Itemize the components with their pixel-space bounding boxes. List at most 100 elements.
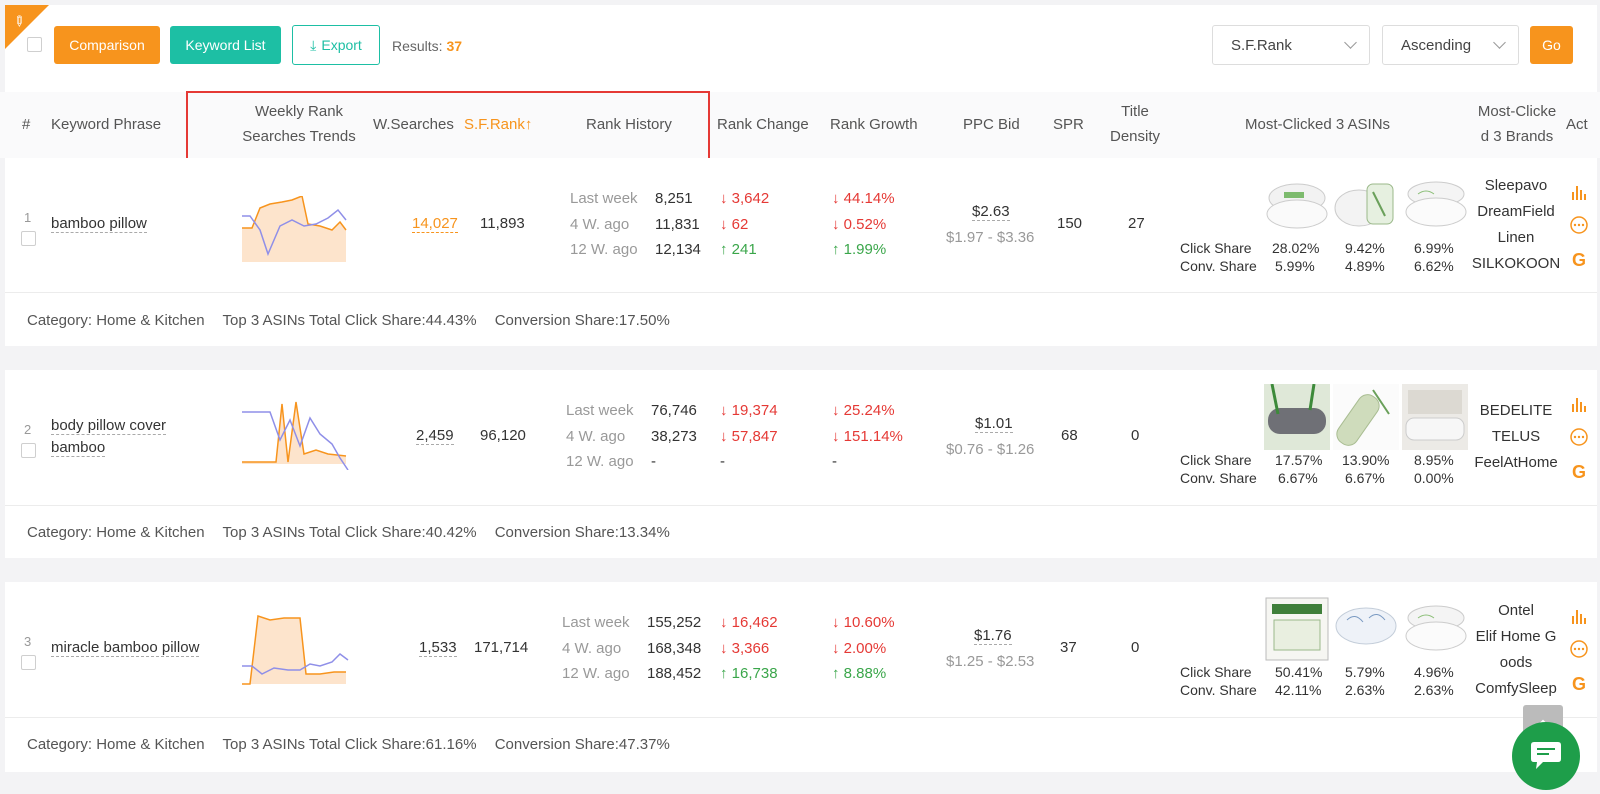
table-header xyxy=(0,92,1600,158)
category-text: Category: Home & Kitchen xyxy=(27,524,205,541)
brand-name[interactable]: oods xyxy=(1499,654,1533,671)
history-label: Last week xyxy=(566,402,634,419)
product-thumbnail[interactable] xyxy=(1402,384,1468,450)
header-title-density[interactable]: Title Density xyxy=(1105,99,1165,149)
google-icon[interactable]: G xyxy=(1571,249,1586,270)
category-text: Category: Home & Kitchen xyxy=(27,312,205,329)
brand-name[interactable]: Elif Home G xyxy=(1475,628,1557,645)
brand-name[interactable]: Sleepavo xyxy=(1484,177,1548,194)
brand-name[interactable]: TELUS xyxy=(1491,428,1541,445)
title-density: 27 xyxy=(1128,215,1145,232)
history-value: 168,348 xyxy=(647,640,702,657)
history-value: 188,452 xyxy=(647,665,702,682)
product-thumbnail[interactable] xyxy=(1402,172,1468,238)
select-all-checkbox[interactable] xyxy=(27,37,42,52)
sfrank-value: 171,714 xyxy=(474,639,529,656)
product-thumbnail[interactable] xyxy=(1264,384,1330,450)
product-thumbnail[interactable] xyxy=(1333,172,1399,238)
header-sfrank[interactable]: S.F.Rank↑ xyxy=(464,112,532,137)
keyword-link[interactable]: bamboo pillow xyxy=(51,215,147,233)
product-thumbnail[interactable] xyxy=(1333,384,1399,450)
ppc-bid[interactable]: $1.01 xyxy=(975,415,1013,433)
wsearches-value[interactable]: 14,027 xyxy=(412,215,458,233)
sort-order-select[interactable]: Ascending xyxy=(1382,25,1519,65)
header-rank-change[interactable]: Rank Change xyxy=(717,116,809,133)
search-line xyxy=(242,208,347,257)
bar-chart-icon[interactable] xyxy=(1569,394,1589,414)
export-button[interactable]: ⤓ Export xyxy=(292,25,380,65)
results-summary: Results: 37 xyxy=(392,38,462,54)
row-index: 2 xyxy=(24,422,32,437)
conv-share-value: 0.00% xyxy=(1414,470,1454,486)
rank-growth: - xyxy=(832,453,837,470)
click-share-value: 9.42% xyxy=(1345,240,1385,256)
wsearches-value[interactable]: 1,533 xyxy=(419,639,457,657)
header-rank-growth[interactable]: Rank Growth xyxy=(830,116,918,133)
more-icon[interactable] xyxy=(1569,639,1589,659)
history-label: 4 W. ago xyxy=(562,640,622,657)
keyword-link[interactable]: miracle bamboo pillow xyxy=(51,639,200,657)
conv-share-value: 5.99% xyxy=(1275,258,1315,274)
brand-name[interactable]: ComfySleep xyxy=(1475,680,1557,697)
product-thumbnail[interactable] xyxy=(1402,596,1468,662)
bar-chart-icon[interactable] xyxy=(1569,182,1589,202)
brand-name[interactable]: Ontel xyxy=(1498,602,1534,619)
product-thumbnail[interactable] xyxy=(1264,596,1330,662)
row-checkbox[interactable] xyxy=(21,231,36,246)
ppc-bid[interactable]: $1.76 xyxy=(974,627,1012,645)
brand-name[interactable]: SILKOKOON xyxy=(1471,255,1561,272)
product-thumbnail[interactable] xyxy=(1333,596,1399,662)
row-checkbox[interactable] xyxy=(21,655,36,670)
header-keyword[interactable]: Keyword Phrase xyxy=(51,116,162,133)
category-text: Category: Home & Kitchen xyxy=(27,736,205,753)
rank-growth: ↓ 0.52% xyxy=(832,216,887,233)
title-density: 0 xyxy=(1131,427,1140,444)
results-count: 37 xyxy=(446,38,463,54)
keyword-link[interactable]: bamboo xyxy=(51,439,106,457)
chat-button[interactable] xyxy=(1512,722,1580,790)
header-wsearches[interactable]: W.Searches xyxy=(373,116,454,133)
click-share-value: 13.90% xyxy=(1342,452,1390,468)
sort-field-select[interactable]: S.F.Rank xyxy=(1212,25,1370,65)
header-trends-line2: Searches Trends xyxy=(242,128,356,145)
more-icon[interactable] xyxy=(1569,215,1589,235)
conversion-share-total: Conversion Share:13.34% xyxy=(494,524,670,541)
history-value: 38,273 xyxy=(651,428,697,445)
bar-chart-icon[interactable] xyxy=(1569,606,1589,626)
keyword-list-button[interactable]: Keyword List xyxy=(170,26,281,64)
brand-name[interactable]: BEDELITE xyxy=(1479,402,1553,419)
brand-name[interactable]: Linen xyxy=(1497,229,1535,246)
conv-share-value: 42.11% xyxy=(1275,682,1322,698)
rank-line xyxy=(242,614,346,685)
go-button[interactable]: Go xyxy=(1530,26,1573,64)
brand-name[interactable]: FeelAtHome xyxy=(1474,454,1558,471)
header-sfrank-label: S.F.Rank xyxy=(464,116,525,133)
header-trends-line1: Weekly Rank xyxy=(254,103,344,120)
rank-change: ↑ 241 xyxy=(720,241,757,258)
google-icon[interactable]: G xyxy=(1571,673,1586,694)
wsearches-value[interactable]: 2,459 xyxy=(416,427,454,445)
rank-change: ↓ 57,847 xyxy=(720,428,778,445)
header-ppc-bid[interactable]: PPC Bid xyxy=(963,116,1020,133)
google-icon[interactable]: G xyxy=(1571,461,1586,482)
ppc-range: $0.76 - $1.26 xyxy=(946,441,1035,458)
header-spr[interactable]: SPR xyxy=(1053,116,1084,133)
history-value: - xyxy=(651,453,656,470)
keyword-link[interactable]: body pillow cover xyxy=(51,417,167,435)
history-value: 11,831 xyxy=(655,216,700,233)
download-icon: ⤓ xyxy=(310,36,317,53)
history-value: 76,746 xyxy=(651,402,697,419)
brand-name[interactable]: DreamField xyxy=(1477,203,1555,220)
ppc-bid[interactable]: $2.63 xyxy=(972,203,1010,221)
comparison-button[interactable]: Comparison xyxy=(54,26,160,64)
history-label: 12 W. ago xyxy=(566,453,634,470)
conv-share-value: 6.62% xyxy=(1414,258,1454,274)
rank-change: ↓ 3,366 xyxy=(720,640,770,657)
sort-ascending-icon: ↑ xyxy=(524,116,533,133)
conversion-share-total: Conversion Share:47.37% xyxy=(494,736,670,753)
rank-line xyxy=(242,196,347,231)
product-thumbnail[interactable] xyxy=(1264,172,1330,238)
more-icon[interactable] xyxy=(1569,427,1589,447)
row-checkbox[interactable] xyxy=(21,443,36,458)
trend-sparkline xyxy=(242,196,347,262)
